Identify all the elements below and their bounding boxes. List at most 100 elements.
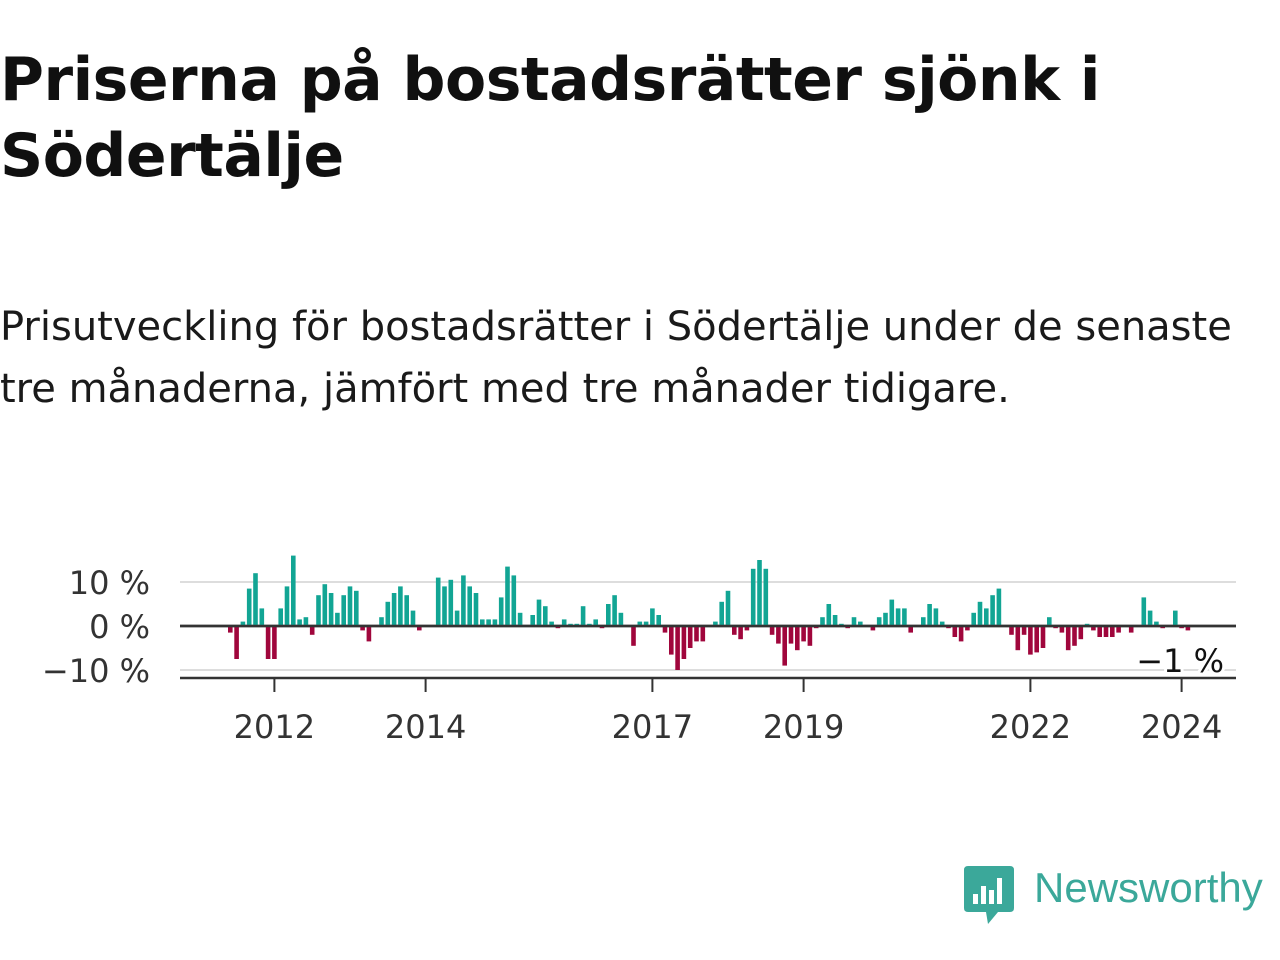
bar: [1021, 626, 1027, 635]
bar: [769, 626, 775, 635]
bar: [492, 619, 498, 626]
bar: [543, 606, 548, 626]
bar: [303, 617, 309, 626]
bar: [807, 626, 813, 646]
bar: [694, 626, 699, 642]
bar: [952, 626, 958, 637]
bar: [435, 577, 441, 626]
bar: [1147, 610, 1153, 626]
bar: [656, 615, 661, 626]
bar: [750, 568, 756, 626]
bar: [341, 595, 346, 626]
bar: [795, 626, 800, 651]
bar: [360, 626, 365, 631]
bar: [757, 560, 762, 626]
bar: [889, 599, 895, 626]
bar: [297, 619, 302, 626]
bar: [505, 566, 510, 626]
chart-title: Priserna på bostadsrätter sjönk i Södert…: [0, 45, 1100, 191]
bar: [876, 617, 882, 626]
bar: [410, 610, 416, 626]
bar: [1128, 626, 1134, 633]
bar: [265, 626, 271, 659]
bar: [309, 626, 315, 635]
bar: [1097, 626, 1102, 637]
x-axis-labels: 2012 2014 2017 2019 2022 2024: [234, 708, 1223, 746]
bar: [650, 608, 655, 626]
bar: [612, 595, 617, 626]
bar: [776, 626, 781, 644]
bar: [417, 626, 422, 631]
bar: [498, 597, 504, 626]
bar: [549, 621, 554, 626]
bar: [801, 626, 806, 642]
chart-subtitle: Prisutveckling för bostadsrätter i Söder…: [0, 304, 1232, 412]
bar: [316, 595, 321, 626]
bar: [1078, 626, 1084, 640]
bar: [461, 575, 466, 626]
bar: [354, 590, 359, 626]
bar: [322, 584, 328, 626]
bar: [631, 626, 636, 646]
bar: [480, 619, 485, 626]
bar: [883, 612, 888, 626]
bar-chart: 10 % 0 % −10 % 2012 2014 2017 2019 2022 2024 −1…: [42, 555, 1236, 746]
bar: [1185, 626, 1191, 631]
last-value-label: −1 %: [1136, 642, 1224, 680]
bar: [335, 612, 340, 626]
x-tick-label: 2014: [385, 708, 466, 746]
x-tick-label: 2012: [234, 708, 315, 746]
newsworthy-logo: Newsworthy: [964, 864, 1280, 928]
bar: [958, 626, 964, 642]
bar: [1040, 626, 1046, 648]
bar: [442, 586, 447, 626]
bar: [921, 617, 926, 626]
bar: [902, 608, 907, 626]
bar: [744, 626, 750, 631]
bar: [996, 588, 1002, 626]
bar: [643, 621, 649, 626]
annotations: −1 %: [1133, 639, 1227, 683]
bar: [398, 586, 403, 626]
bar: [832, 615, 838, 626]
bar: [511, 575, 517, 626]
bar: [618, 612, 624, 626]
bar: [851, 617, 857, 626]
y-axis-labels: 10 % 0 % −10 %: [42, 564, 150, 690]
bar: [939, 621, 945, 626]
bar: [782, 626, 787, 666]
bar: [467, 586, 472, 626]
bar: [637, 621, 643, 626]
bar: [984, 608, 989, 626]
bar: [530, 615, 535, 626]
bar: [687, 626, 693, 648]
y-tick-label: −10 %: [42, 652, 150, 690]
y-tick-label: 10 %: [69, 564, 150, 602]
bar: [253, 573, 258, 626]
bar: [366, 626, 372, 642]
bar: [826, 604, 832, 626]
bar: [1173, 610, 1178, 626]
bar: [1116, 626, 1121, 633]
bar: [473, 593, 479, 626]
bar: [858, 621, 863, 626]
bar: [517, 612, 523, 626]
bar: [246, 588, 252, 626]
bar: [788, 626, 794, 644]
bar: [228, 626, 233, 633]
x-tick-label: 2024: [1141, 708, 1222, 746]
bar: [1059, 626, 1065, 633]
bar: [486, 619, 491, 626]
bar: [990, 595, 995, 626]
bar: [971, 612, 976, 626]
bar: [725, 590, 731, 626]
bar: [1141, 597, 1147, 626]
bar: [291, 555, 296, 626]
bar: [454, 610, 460, 626]
bar: [738, 626, 743, 640]
bar: [675, 626, 680, 670]
bar: [448, 579, 454, 626]
x-tick-label: 2022: [990, 708, 1071, 746]
bar: [820, 617, 825, 626]
bar: [347, 586, 353, 626]
